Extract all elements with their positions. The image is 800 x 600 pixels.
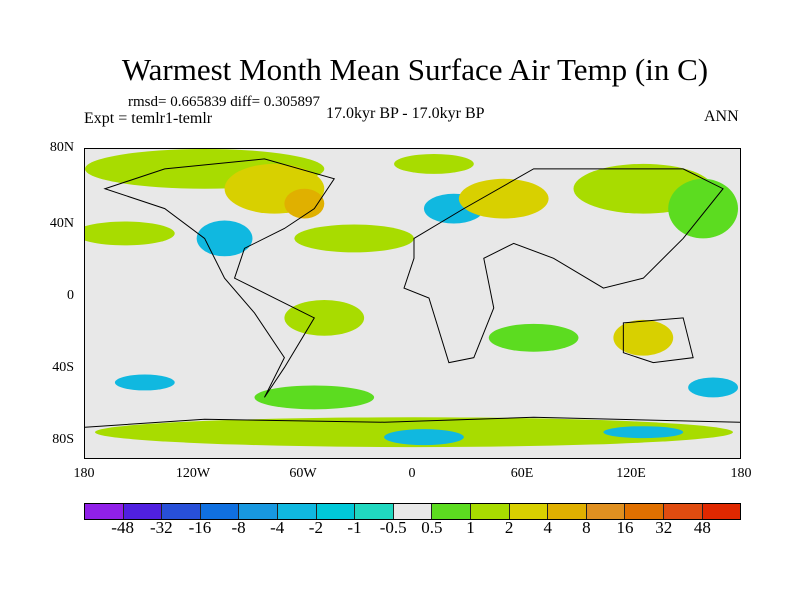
colorbar-label: -32 <box>149 518 173 537</box>
colorbar-box <box>162 504 201 519</box>
plot-title: Warmest Month Mean Surface Air Temp (in … <box>121 52 709 87</box>
coastlines <box>85 158 740 428</box>
colorbar-label: 1 <box>466 518 475 537</box>
colorbar-box <box>470 504 510 519</box>
colorbar-box <box>123 504 163 519</box>
lon-label: 120E <box>616 466 646 481</box>
lon-label: 120W <box>175 466 211 481</box>
lat-label: 80S <box>52 432 74 447</box>
colorbar-label: -2 <box>308 518 323 537</box>
stats-text: rmsd= 0.665839 diff= 0.305897 <box>128 94 321 110</box>
colorbar-label: 48 <box>693 518 711 537</box>
period-label: 17.0kyr BP - 17.0kyr BP <box>326 105 485 122</box>
colorbar-label: -16 <box>188 518 212 537</box>
colorbar-box <box>316 504 356 519</box>
anomaly-fields <box>85 149 739 448</box>
colorbar-label: 4 <box>543 518 553 537</box>
colorbar-box <box>432 504 471 519</box>
colorbar-box <box>85 504 124 519</box>
colorbar-label: 16 <box>616 518 634 537</box>
colorbar-label: 8 <box>582 518 591 537</box>
lon-label: 60W <box>289 466 317 481</box>
colorbar-box <box>548 504 587 519</box>
lon-label: 0 <box>408 466 416 481</box>
experiment-label: Expt = temlr1-temlr <box>84 110 213 127</box>
lon-label: 180 <box>730 466 752 481</box>
season-label: ANN <box>704 108 739 125</box>
colorbar-box <box>663 504 703 519</box>
colorbar-box <box>509 504 549 519</box>
lat-label: 40S <box>52 360 74 375</box>
colorbar-box <box>586 504 626 519</box>
colorbar-label: -1 <box>347 518 362 537</box>
colorbar-box <box>277 504 317 519</box>
colorbar-box <box>239 504 278 519</box>
colorbar-box <box>393 504 433 519</box>
lat-label: 40N <box>49 216 74 231</box>
colorbar-label: 32 <box>655 518 673 537</box>
colorbar-label: 2 <box>504 518 514 537</box>
colorbar-label: -4 <box>270 518 285 537</box>
colorbar-label: -0.5 <box>379 518 407 537</box>
colorbar-box <box>200 504 240 519</box>
lat-label: 80N <box>49 140 74 155</box>
lon-label: 60E <box>510 466 534 481</box>
colorbar <box>84 503 741 520</box>
map-panel <box>84 148 741 459</box>
lat-label: 0 <box>67 288 74 303</box>
colorbar-box <box>625 504 664 519</box>
colorbar-label: -8 <box>231 518 246 537</box>
colorbar-label: 0.5 <box>421 518 443 537</box>
lon-label: 180 <box>73 466 95 481</box>
colorbar-box <box>355 504 394 519</box>
colorbar-box <box>702 504 741 519</box>
colorbar-label: -48 <box>111 518 134 537</box>
